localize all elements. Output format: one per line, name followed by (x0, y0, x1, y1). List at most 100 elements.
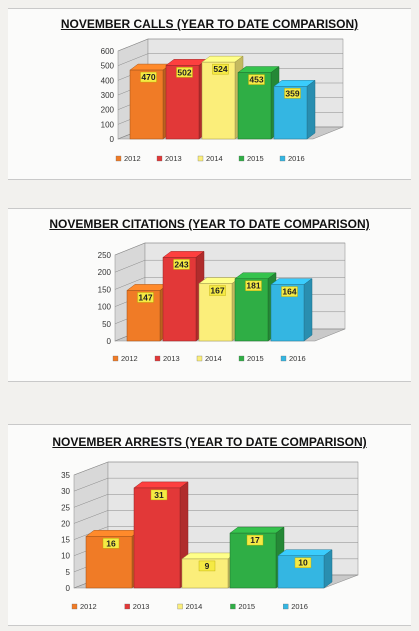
citations-chart: 0 50 100 150 200 250 147 243 167 181 164 2012 2013 20… (98, 242, 346, 363)
data-label: 10 (298, 558, 308, 568)
data-label-box (137, 292, 154, 303)
bar-2013 (133, 481, 189, 589)
legend-label: 2015 (247, 354, 264, 363)
calls-chart-title: NOVEMBER CALLS (YEAR TO DATE COMPARISON) (60, 17, 359, 31)
data-label: 147 (138, 292, 152, 302)
data-label-box (212, 63, 229, 75)
data-label-box (140, 71, 157, 83)
legend-swatch (112, 355, 119, 362)
arrests-chart-title: NOVEMBER ARRESTS (YEAR TO DATE COMPARISO… (52, 435, 367, 449)
bar-side (303, 278, 313, 342)
data-label-box (246, 534, 264, 546)
bar-top (181, 552, 237, 560)
gridline (114, 277, 345, 290)
y-tick-label: 20 (61, 519, 70, 528)
bar-front (165, 65, 200, 140)
data-label-box (176, 67, 193, 78)
legend-swatch (238, 355, 245, 362)
bar-top (277, 549, 333, 556)
data-label-box (294, 557, 312, 568)
bar-2016 (277, 549, 333, 589)
y-tick-label: 500 (101, 62, 115, 71)
legend-label: 2013 (133, 602, 150, 611)
data-label: 470 (141, 72, 155, 82)
legend-swatch (280, 355, 287, 362)
data-label: 17 (250, 535, 260, 545)
data-label: 9 (205, 561, 210, 571)
legend-label: 2015 (238, 602, 255, 611)
y-tick-label: 0 (107, 337, 112, 346)
legend-label: 2014 (206, 154, 223, 163)
legend-swatch (197, 155, 204, 162)
data-label: 181 (246, 281, 260, 291)
data-label-box (281, 286, 298, 297)
y-tick-label: 0 (110, 135, 115, 144)
bar-side (323, 549, 333, 589)
y-tick-label: 5 (66, 568, 71, 577)
y-tick-label: 100 (101, 120, 115, 129)
data-label-box (248, 74, 265, 85)
citations-chart-title: NOVEMBER CITATIONS (YEAR TO DATE COMPARI… (49, 217, 370, 231)
legend-label: 2014 (186, 602, 203, 611)
y-tick-label: 0 (66, 584, 71, 593)
legend-label: 2012 (121, 354, 138, 363)
data-label: 453 (249, 75, 263, 85)
legend-swatch (279, 155, 286, 162)
gridline (73, 461, 358, 476)
data-label: 16 (106, 538, 116, 548)
legend-label: 2016 (289, 354, 306, 363)
gridline (73, 510, 358, 524)
legend-swatch (71, 603, 78, 610)
calls-chart-panel: NOVEMBER CALLS (YEAR TO DATE COMPARISON)… (8, 8, 411, 180)
data-label: 243 (174, 259, 188, 269)
y-tick-label: 25 (61, 503, 70, 512)
bar-top (85, 530, 141, 537)
gridline (117, 53, 343, 66)
y-tick-label: 300 (101, 91, 115, 100)
gridline (73, 477, 358, 492)
citations-chart-panel: NOVEMBER CITATIONS (YEAR TO DATE COMPARI… (8, 208, 411, 382)
gridline (73, 494, 358, 508)
calls-chart: 0 100 200 300 400 500 600 470 502 524 453 359 2012 20… (101, 38, 344, 163)
data-label-box (102, 538, 120, 549)
y-tick-label: 100 (98, 303, 112, 312)
legend-swatch (154, 355, 161, 362)
y-tick-label: 200 (98, 268, 112, 277)
y-tick-label: 35 (61, 471, 70, 480)
bar-top (133, 481, 189, 489)
arrests-chart: 0 5 10 15 20 25 30 35 16 31 9 17 10 2012 2013 2014 2015 2… (61, 461, 359, 611)
legend-label: 2012 (124, 154, 141, 163)
y-tick-label: 400 (101, 76, 115, 85)
data-label-box (173, 259, 190, 270)
y-tick-label: 600 (101, 47, 115, 56)
bar-side (306, 79, 316, 140)
legend-swatch (196, 355, 203, 362)
legend-swatch (283, 603, 289, 610)
bar-front (133, 487, 181, 589)
gridline (117, 38, 343, 52)
gridline (73, 526, 358, 540)
legend-swatch (156, 155, 163, 162)
legend-swatch (177, 603, 183, 610)
data-label-box (198, 560, 216, 572)
data-label-box (284, 88, 301, 99)
legend-label: 2014 (205, 354, 222, 363)
data-label-box (209, 285, 226, 296)
y-tick-label: 200 (101, 106, 115, 115)
y-tick-label: 150 (98, 285, 112, 294)
y-tick-label: 30 (61, 487, 70, 496)
data-label-box (150, 489, 168, 501)
data-label: 167 (210, 286, 224, 296)
bar-front (162, 257, 197, 342)
y-tick-label: 50 (102, 320, 111, 329)
legend-label: 2013 (163, 354, 180, 363)
y-tick-label: 15 (61, 536, 70, 545)
legend-label: 2015 (247, 154, 264, 163)
data-label: 524 (213, 64, 227, 74)
gridline (114, 259, 345, 273)
legend-label: 2012 (80, 602, 97, 611)
bar-2014 (201, 55, 244, 140)
bar-top (229, 526, 285, 534)
data-label: 164 (282, 287, 296, 297)
bar-front (201, 61, 236, 140)
